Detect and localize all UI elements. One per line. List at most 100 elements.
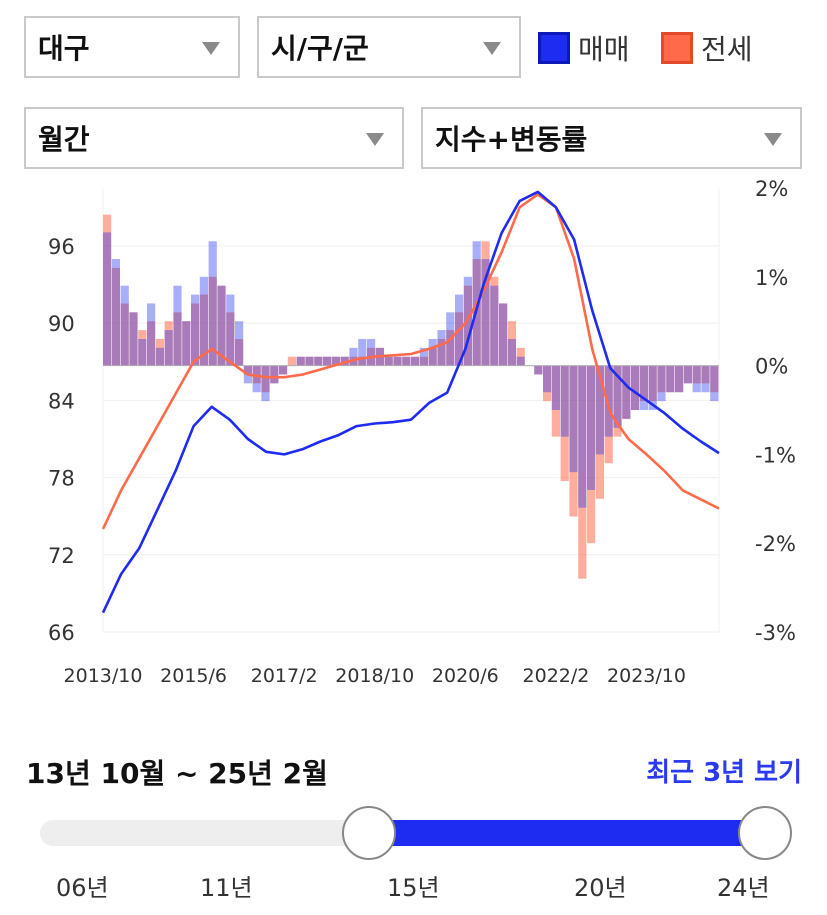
jeonse-change-bar — [323, 356, 332, 366]
jeonse-change-bar — [296, 356, 305, 366]
jeonse-change-bar — [287, 356, 296, 366]
sale-change-bar — [261, 365, 270, 402]
jeonse-change-bar — [675, 365, 684, 393]
jeonse-change-bar — [182, 321, 191, 366]
legend-item-jeonse[interactable]: 전세 — [661, 28, 753, 68]
period-select[interactable]: 월간 — [24, 107, 404, 169]
jeonse-change-bar — [393, 356, 402, 366]
jeonse-change-bar — [331, 356, 340, 366]
sale-change-bar — [208, 241, 217, 366]
sale-change-bar — [323, 356, 332, 366]
range-start-handle[interactable] — [342, 806, 396, 860]
y-right-tick-label: 1% — [755, 266, 788, 290]
sale-change-bar — [657, 365, 666, 402]
sale-change-bar — [340, 356, 349, 366]
jeonse-change-bar — [129, 312, 138, 366]
mode-select[interactable]: 지수+변동률 — [421, 107, 802, 169]
sale-change-bar — [103, 232, 112, 366]
jeonse-change-bar — [217, 285, 226, 366]
region-select[interactable]: 대구 — [24, 16, 240, 78]
jeonse-change-bar — [279, 365, 288, 375]
jeonse-change-bar — [516, 347, 525, 366]
region-select-value: 대구 — [38, 32, 90, 65]
slider-tick-label: 20년 — [574, 874, 627, 902]
district-select-value: 시/구/군 — [271, 32, 369, 65]
jeonse-change-bar — [666, 365, 675, 393]
jeonse-change-bar — [226, 312, 235, 366]
jeonse-change-bar — [631, 365, 640, 410]
jeonse-change-bar — [243, 365, 252, 375]
range-label: 13년 10월 ~ 25년 2월 — [26, 757, 328, 790]
sale-change-bar — [173, 285, 182, 366]
sale-change-bar — [560, 365, 569, 437]
jeonse-change-bar — [613, 365, 622, 437]
jeonse-change-bar — [604, 365, 613, 464]
sale-change-bar — [270, 365, 279, 384]
slider-tick-label: 11년 — [200, 874, 253, 902]
x-tick-label: 2018/10 — [335, 665, 414, 687]
y-left-tick-label: 78 — [48, 467, 75, 491]
legend-item-sale[interactable]: 매매 — [538, 28, 630, 68]
jeonse-change-bar — [701, 365, 710, 384]
jeonse-change-bar — [569, 365, 578, 517]
y-left-tick-label: 66 — [48, 621, 75, 645]
jeonse-change-bar — [560, 365, 569, 482]
sale-change-bar — [155, 347, 164, 366]
sale-change-bar — [701, 365, 710, 393]
y-right-tick-label: -1% — [755, 443, 796, 467]
sale-change-bar — [534, 365, 543, 375]
sale-change-bar — [428, 338, 437, 366]
jeonse-change-bar — [111, 267, 120, 366]
slider-tick-label: 06년 — [56, 874, 109, 902]
jeonse-change-bar — [138, 330, 147, 366]
x-tick-label: 2020/6 — [432, 665, 499, 687]
jeonse-change-bar — [534, 365, 543, 375]
jeonse-change-bar — [120, 303, 129, 366]
jeonse-change-bar — [683, 365, 692, 384]
jeonse-change-bar — [551, 365, 560, 437]
jeonse-change-bar — [384, 356, 393, 366]
sale-change-bar — [138, 338, 147, 366]
jeonse-swatch — [661, 32, 693, 64]
chevron-down-icon — [483, 42, 501, 55]
sale-change-bar — [675, 365, 684, 393]
district-select[interactable]: 시/구/군 — [257, 16, 521, 78]
jeonse-change-bar — [411, 356, 420, 366]
y-right-tick-label: 0% — [755, 355, 788, 379]
jeonse-change-bar — [199, 294, 208, 366]
jeonse-change-bar — [622, 365, 631, 419]
jeonse-change-bar — [595, 365, 604, 499]
sale-change-bar — [402, 356, 411, 366]
jeonse-change-bar — [543, 365, 552, 402]
sale-change-bar — [367, 338, 376, 366]
sale-change-bar — [358, 338, 367, 366]
jeonse-change-bar — [103, 214, 112, 366]
y-left-tick-label: 72 — [48, 544, 75, 568]
jeonse-change-bar — [657, 365, 666, 393]
sale-change-bar — [490, 285, 499, 366]
jeonse-change-bar — [305, 356, 314, 366]
sale-change-bar — [419, 347, 428, 366]
sale-change-bar — [683, 365, 692, 384]
sale-change-bar — [226, 294, 235, 366]
sale-change-bar — [111, 259, 120, 366]
y-left-tick-label: 90 — [48, 312, 75, 336]
sale-change-bar — [191, 294, 200, 366]
sale-change-bar — [569, 365, 578, 473]
sale-change-bar — [235, 321, 244, 366]
sale-change-bar — [129, 312, 138, 366]
slider-tick-label: 15년 — [387, 874, 440, 902]
range-end-handle[interactable] — [738, 806, 792, 860]
y-left-tick-label: 84 — [48, 389, 75, 413]
jeonse-change-bar — [173, 312, 182, 366]
recent-3-years-link[interactable]: 최근 3년 보기 — [646, 758, 802, 788]
sale-change-bar — [199, 276, 208, 366]
y-right-tick-label: 2% — [755, 180, 788, 201]
sale-change-bar — [516, 356, 525, 366]
jeonse-change-bar — [314, 356, 323, 366]
jeonse-change-bar — [639, 365, 648, 402]
jeonse-change-bar — [481, 241, 490, 366]
y-right-tick-label: -3% — [755, 621, 796, 645]
sale-change-bar — [666, 365, 675, 393]
sale-swatch — [538, 32, 570, 64]
